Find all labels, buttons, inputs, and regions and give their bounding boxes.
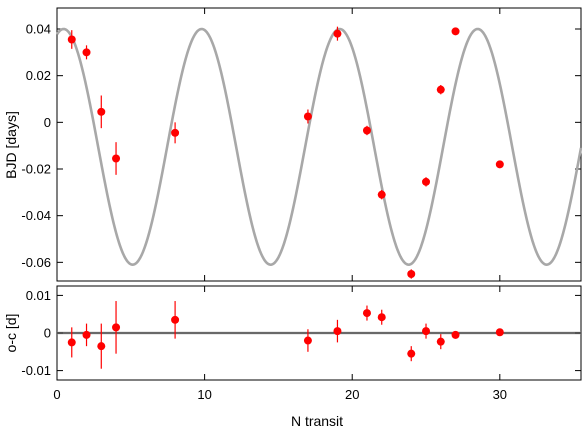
top-panel: 0.04 0.02 0 -0.02 -0.04 -0.06 BJD [days]: [3, 7, 582, 282]
top-ytick-label: 0.02: [26, 68, 51, 83]
top-ytick-label: 0: [44, 115, 51, 130]
top-data-point: [171, 128, 180, 137]
residual-point: [171, 315, 180, 324]
residual-point: [67, 338, 76, 347]
top-curve-layer: [55, 27, 582, 266]
residual-point: [303, 336, 312, 345]
top-data-point: [377, 190, 386, 199]
top-data-point: [451, 27, 460, 36]
top-ytick-label: -0.04: [21, 208, 51, 223]
top-data-point: [303, 112, 312, 121]
residual-point: [112, 323, 121, 332]
residual-point: [362, 309, 371, 318]
bottom-xtick-label: 20: [345, 387, 359, 402]
top-data-point: [97, 107, 106, 116]
residual-point: [82, 330, 91, 339]
top-ticks: 0.04 0.02 0 -0.02 -0.04 -0.06: [21, 8, 581, 281]
bottom-xtick-label: 10: [197, 387, 211, 402]
residual-point: [377, 313, 386, 322]
bottom-ytick-label: -0.01: [21, 363, 51, 378]
xlabel: N transit: [291, 413, 343, 429]
bottom-points-layer: [67, 301, 504, 369]
bottom-ytick-label: 0.01: [26, 288, 51, 303]
top-points-layer: [67, 26, 504, 279]
residual-point: [451, 330, 460, 339]
residual-point: [333, 327, 342, 336]
top-ytick-label: -0.02: [21, 162, 51, 177]
bottom-ylabel: o-c [d]: [3, 314, 19, 353]
top-ytick-label: -0.06: [21, 255, 51, 270]
bottom-xtick-label: 30: [493, 387, 507, 402]
bottom-xtick-label: 0: [53, 387, 60, 402]
top-data-point: [67, 35, 76, 44]
top-ylabel: BJD [days]: [3, 111, 19, 179]
residual-point: [436, 337, 445, 346]
bottom-ytick-label: 0: [44, 326, 51, 341]
top-data-point: [436, 85, 445, 94]
bottom-ticks: 0 10 20 300.010-0.01: [21, 286, 581, 402]
top-data-point: [495, 160, 504, 169]
residual-point: [495, 328, 504, 337]
top-data-point: [362, 126, 371, 135]
residual-point: [97, 342, 106, 351]
top-data-point: [407, 270, 416, 278]
top-data-point: [82, 48, 91, 57]
model-curve-line: [55, 27, 582, 266]
top-data-point: [422, 177, 431, 186]
bottom-panel: 0 10 20 300.010-0.01 o-c [d] N transit: [3, 285, 582, 429]
top-data-point: [333, 29, 342, 38]
top-plot-frame: [56, 7, 582, 282]
residual-point: [422, 327, 431, 336]
top-ytick-label: 0.04: [26, 22, 51, 37]
top-data-point: [112, 154, 121, 163]
residual-point: [407, 349, 416, 358]
